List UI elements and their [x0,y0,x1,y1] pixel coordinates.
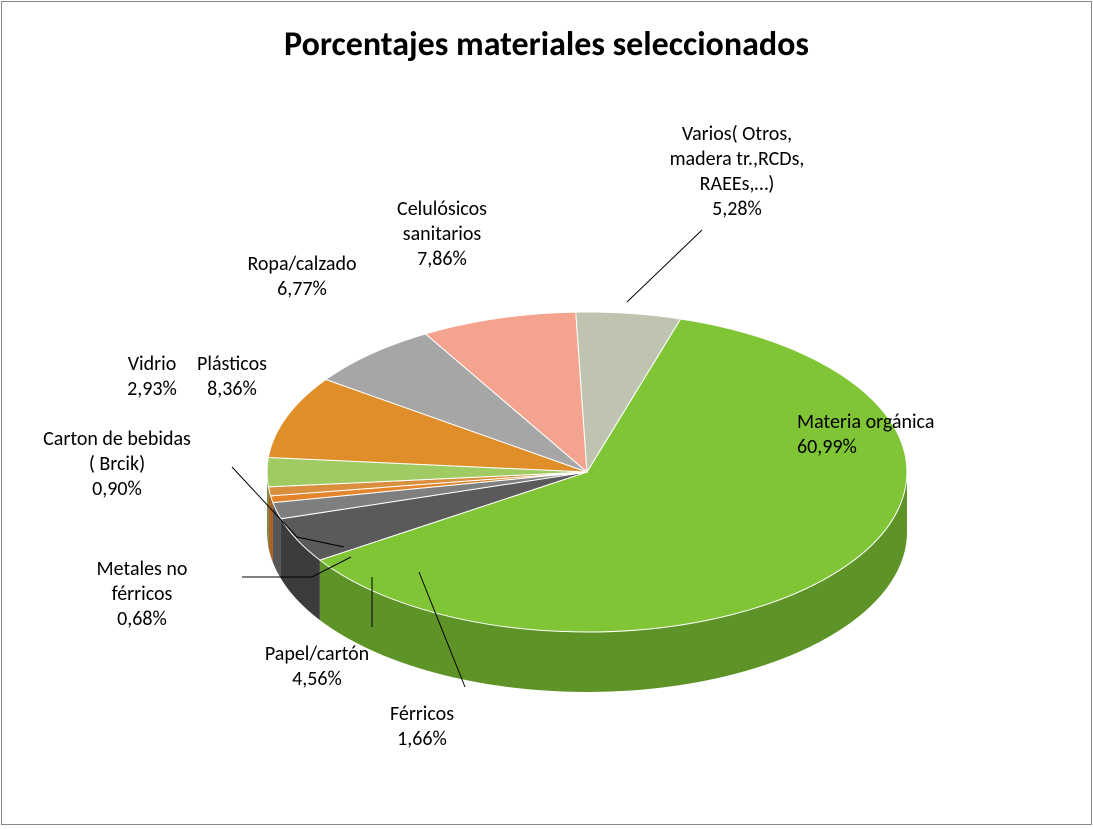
slice-label: Carton de bebidas ( Brcik) 0,90% [43,427,191,502]
slice-label: Celulósicos sanitarios 7,86% [397,197,487,272]
pie-slice-side [271,496,273,563]
slice-label: Materia orgánica 60,99% [797,410,934,460]
slice-label: Metales no férricos 0,68% [97,557,188,632]
slice-label: Ropa/calzado 6,77% [247,252,356,302]
pie-slice-side [268,487,270,556]
slice-label: Vidrio 2,93% [127,352,177,402]
leader-line [627,230,702,302]
slice-label: Plásticos 8,36% [197,352,267,402]
chart-container: Porcentajes materiales seleccionados Mat… [1,1,1092,825]
slice-label: Férricos 1,66% [390,702,454,752]
slice-label: Papel/cartón 4,56% [265,642,369,692]
slice-label: Varios( Otros, madera tr.,RCDs, RAEEs,…)… [670,122,805,222]
pie-chart: Materia orgánica 60,99% Papel/cartón 4,56… [2,2,1091,824]
